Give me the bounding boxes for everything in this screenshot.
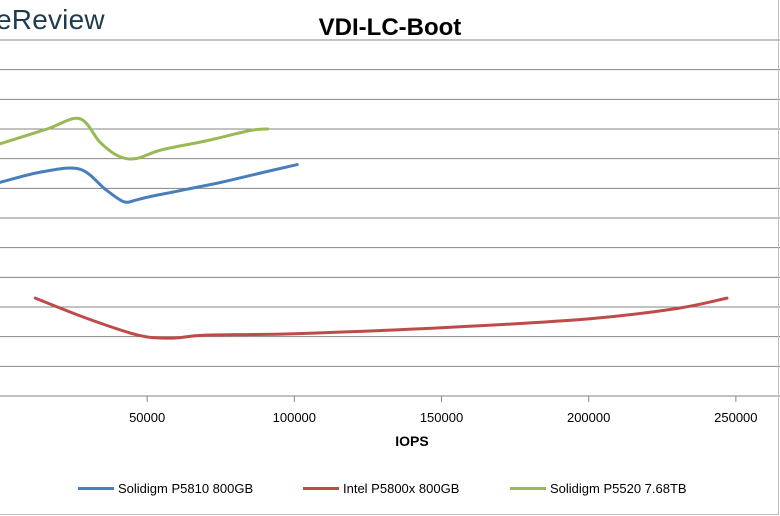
gridlines [0, 39, 780, 367]
x-tick-labels: 50000 100000 150000 200000 250000 [129, 410, 757, 425]
legend-swatch [510, 487, 546, 490]
legend-label: Intel P5800x 800GB [343, 481, 460, 496]
chart-title: VDI-LC-Boot [318, 14, 462, 41]
series-line-1 [0, 163, 299, 204]
legend-label: Solidigm P5520 7.68TB [550, 481, 687, 496]
series-line-2 [33, 296, 729, 340]
series-lines [0, 116, 729, 340]
x-tick-label: 50000 [129, 410, 165, 425]
line-chart: 50000 100000 150000 200000 250000 IOPS [0, 39, 780, 449]
series-line-3 [0, 116, 270, 161]
legend-label: Solidigm P5810 800GB [118, 481, 254, 496]
legend-swatch [78, 487, 114, 490]
x-tick-label: 250000 [714, 410, 757, 425]
chart-legend: Solidigm P5810 800GB Intel P5800x 800GB … [0, 478, 780, 502]
x-axis-label: IOPS [395, 433, 428, 449]
legend-item-series-2: Intel P5800x 800GB [303, 481, 459, 496]
x-tick-label: 100000 [273, 410, 316, 425]
x-tick-label: 200000 [567, 410, 610, 425]
axes [0, 395, 780, 402]
legend-item-series-1: Solidigm P5810 800GB [78, 481, 253, 496]
legend-item-series-3: Solidigm P5520 7.68TB [510, 481, 687, 496]
x-tick-label: 150000 [420, 410, 463, 425]
legend-swatch [303, 487, 339, 490]
site-logo-text: eReview [0, 4, 105, 35]
